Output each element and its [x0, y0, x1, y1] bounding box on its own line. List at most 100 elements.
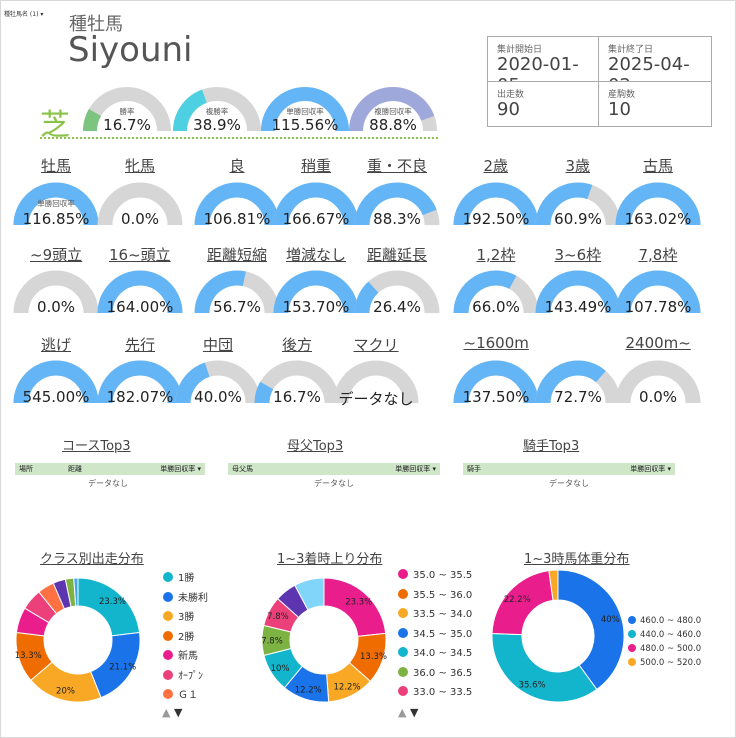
legend-item: 460.0 ~ 480.0: [628, 616, 701, 626]
slice-label: 22.2%: [504, 595, 531, 605]
kpi-starts: 出走数 90: [487, 81, 599, 127]
legend-label: ｵｰﾌﾟﾝ: [178, 670, 203, 682]
pager-down-icon[interactable]: ▼: [409, 706, 419, 719]
slice-label: 21.1%: [109, 663, 136, 673]
legend-item: 480.0 ~ 500.0: [628, 644, 701, 654]
gauge-fill: [13, 182, 99, 226]
gauge-title: 距離短縮: [207, 246, 268, 264]
gauge-fill: [453, 360, 539, 404]
top-gauge-label: 複勝回収率: [374, 107, 412, 116]
legend-swatch: [163, 572, 173, 582]
gauge-title: 先行: [125, 336, 156, 354]
slice-label: 13.3%: [360, 652, 387, 662]
column-header-sort[interactable]: 単勝回収率 ▾: [160, 465, 201, 473]
gauge: [453, 360, 539, 404]
legend-swatch: [163, 591, 173, 602]
gauge-title: ~1600m: [463, 334, 529, 352]
top-gauge: [173, 87, 261, 132]
gauge-fill: [173, 89, 208, 132]
gauge-title: 古馬: [643, 157, 674, 175]
pager-up-icon[interactable]: ▲: [398, 706, 407, 719]
legend-item: 2勝: [163, 628, 194, 643]
gauge-value: データなし: [338, 390, 414, 408]
legend-label: 3勝: [178, 612, 195, 623]
chevron-down-icon: ▾: [40, 11, 44, 18]
gauge-value: 16.7%: [273, 388, 321, 406]
dam-sire-top3-title: 母父Top3: [287, 439, 344, 454]
gauge-value: 0.0%: [120, 210, 160, 228]
slice-label: 20%: [56, 686, 75, 696]
gauge-value: 66.0%: [472, 298, 520, 316]
column-header-sort[interactable]: 単勝回収率 ▾: [395, 465, 436, 473]
legend-swatch: [398, 686, 408, 696]
legend-swatch: [398, 608, 408, 618]
gauge-fill: [13, 360, 99, 404]
gauge: [535, 182, 621, 226]
jockey-table-header[interactable]: 騎手 単勝回収率 ▾: [463, 463, 675, 475]
gauge-value: 26.4%: [373, 298, 421, 316]
legend-swatch: [163, 650, 173, 660]
gauge: [615, 270, 701, 314]
donut-slice: [73, 577, 79, 607]
kpi-label: 出走数: [497, 90, 525, 100]
gauge-fill: [97, 270, 183, 314]
gauge: [615, 182, 701, 226]
gauge-value: 116.85%: [22, 210, 90, 228]
gauge-value: 0.0%: [638, 388, 678, 406]
top-gauge: [83, 87, 171, 132]
gauge-fill: [261, 87, 349, 132]
gauge-value: 40.0%: [194, 388, 242, 406]
slice-label: 10%: [271, 664, 290, 674]
column-header[interactable]: 場所: [19, 465, 33, 473]
gauge-fill: [194, 182, 280, 226]
column-header[interactable]: 母父馬: [232, 465, 253, 473]
gauge-title: 牡馬: [41, 157, 72, 175]
column-header[interactable]: 騎手: [467, 465, 481, 473]
gauge: [354, 270, 440, 314]
gauge: [254, 360, 340, 404]
kpi-value: 90: [497, 99, 520, 120]
gauge-fill: [254, 381, 274, 404]
pager-up-icon[interactable]: ▲: [162, 706, 171, 719]
sire-filter-control[interactable]: 種牡馬名 (1) ▾: [4, 9, 43, 18]
legend-item: 34.5 ~ 35.0: [398, 627, 472, 640]
top-gauge-label: 複勝率: [205, 107, 229, 116]
legend-swatch: [398, 569, 408, 579]
pager-down-icon[interactable]: ▼: [173, 706, 183, 719]
dam-sire-table-header[interactable]: 母父馬 単勝回収率 ▾: [228, 463, 440, 475]
gauge-title: 中団: [203, 336, 234, 354]
sire-label: 種牡馬: [69, 14, 123, 35]
legend-swatch: [628, 644, 636, 652]
legend-swatch: [398, 647, 408, 657]
column-header-sort[interactable]: 単勝回収率 ▾: [630, 465, 671, 473]
gauge-fill: [615, 270, 701, 314]
gauge: [13, 182, 99, 226]
legend-pager-time[interactable]: ▲ ▼: [398, 706, 418, 719]
legend-swatch: [398, 666, 408, 677]
legend-swatch: [398, 588, 408, 599]
gauge-title: ~9頭立: [30, 246, 83, 264]
gauge-fill: [453, 270, 517, 314]
column-header[interactable]: 距離: [68, 465, 82, 473]
top-gauge-value: 16.7%: [103, 116, 151, 134]
gauge-fill: [354, 281, 379, 314]
kpi-foals: 産駒数 10: [598, 81, 712, 127]
donut-chart: 23.3% 13.3% 12.2% 12.2% 10% 7.8% 7.8%: [261, 577, 387, 703]
gauge-value: 166.67%: [282, 210, 350, 228]
legend-pager-class[interactable]: ▲ ▼: [162, 706, 182, 719]
gauge-fill: [535, 270, 621, 314]
gauge: [273, 182, 359, 226]
class-dist-title: クラス別出走分布: [40, 552, 144, 567]
gauge: [535, 270, 621, 314]
kpi-label: 集計開始日: [497, 45, 543, 55]
top-gauge-value: 115.56%: [271, 116, 339, 134]
final-time-dist-title: 1~3着時上り分布: [277, 552, 383, 567]
weight-dist-title: 1~3時馬体重分布: [524, 552, 630, 567]
gauge-value: 153.70%: [282, 298, 350, 316]
legend-swatch: [628, 658, 636, 666]
course-table-header[interactable]: 場所 距離 単勝回収率 ▾: [15, 463, 205, 475]
top-gauge-value: 88.8%: [369, 116, 417, 134]
gauge: [194, 270, 280, 314]
legend-item: 未勝利: [163, 589, 208, 604]
gauge-fill: [273, 270, 359, 314]
